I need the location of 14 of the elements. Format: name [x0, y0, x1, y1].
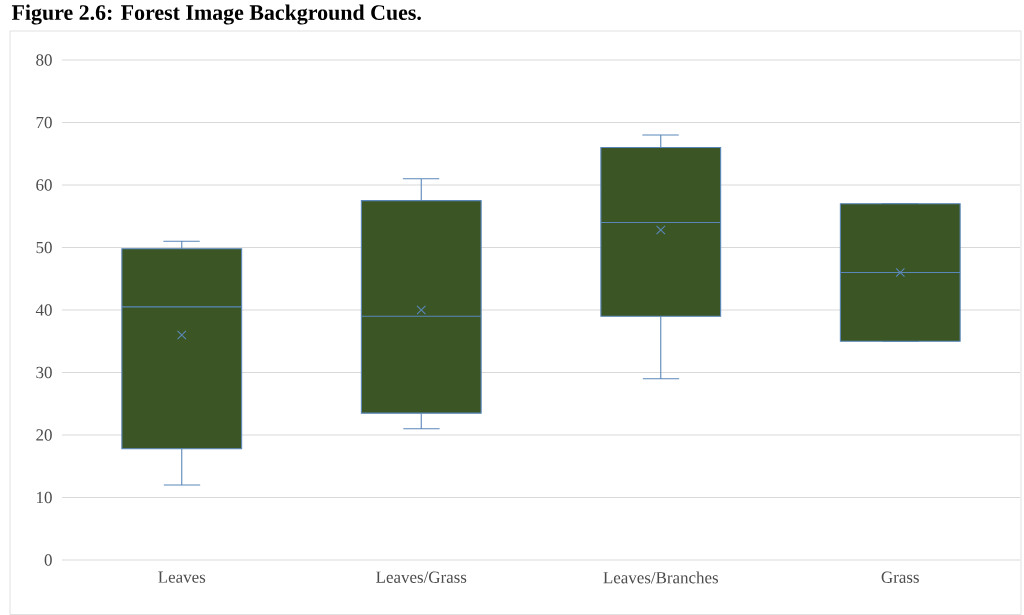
x-tick-label: Leaves — [158, 571, 206, 583]
y-tick-label: 0 — [44, 554, 52, 566]
y-tick-label: 60 — [36, 179, 52, 191]
y-tick-label: 30 — [36, 366, 52, 379]
x-tick-label: Grass — [881, 571, 919, 583]
y-tick-label: 40 — [35, 304, 52, 316]
chart-title: Figure 2.6: Forest Image Background Cues. — [11, 4, 421, 25]
x-tick-label: Leaves/Grass — [376, 571, 467, 583]
y-tick-label: 10 — [37, 491, 52, 504]
y-tick-label: 20 — [36, 429, 52, 441]
y-tick-label: 50 — [36, 241, 52, 254]
x-tick-label: Leaves/Branches — [603, 571, 719, 584]
y-tick-label: 80 — [36, 54, 52, 66]
y-tick-label: 70 — [36, 116, 52, 129]
